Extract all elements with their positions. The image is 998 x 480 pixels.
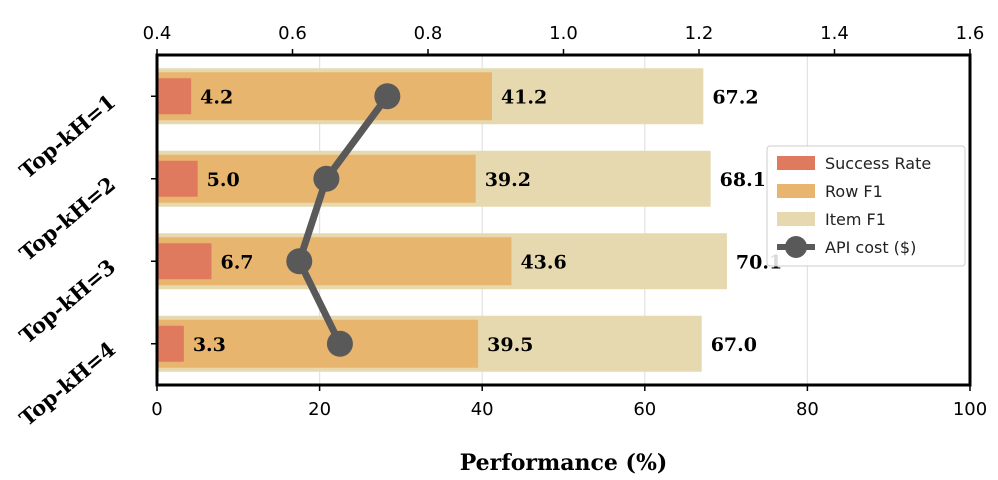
x-tick-label: 60 [633, 399, 656, 420]
value-label-row-f1: 41.2 [501, 86, 547, 108]
x-tick-label: 40 [471, 399, 494, 420]
value-label-item-f1: 67.2 [712, 86, 758, 108]
value-label-item-f1: 67.0 [711, 334, 757, 356]
bar-success-rate [157, 325, 184, 362]
x2-tick-label: 0.8 [414, 23, 443, 44]
legend-box [766, 145, 966, 267]
bar-success-rate [157, 78, 192, 115]
legend-swatch [777, 156, 815, 170]
y-tick-label: Top-kH=2 [14, 171, 120, 266]
legend-swatch [777, 212, 815, 226]
x-tick-label: 0 [151, 399, 162, 420]
legend-marker-swatch [785, 236, 807, 258]
x2-tick-label: 0.6 [278, 23, 307, 44]
value-label-row-f1: 43.6 [520, 251, 566, 273]
y-tick-label: Top-kH=4 [14, 336, 120, 431]
bar-success-rate [157, 160, 198, 197]
x-axis-title: Performance (%) [460, 450, 668, 476]
value-labels: 4.25.06.73.341.239.243.639.567.268.170.1… [193, 86, 782, 356]
y-tick-label: Top-kH=3 [14, 254, 120, 349]
legend-label: API cost ($) [825, 238, 916, 257]
api-cost-polyline [295, 94, 391, 346]
x2-tick-label: 1.2 [685, 23, 714, 44]
bar-row-f1 [157, 237, 512, 286]
x2-tick-label: 1.0 [549, 23, 578, 44]
bar-row-f1 [157, 319, 479, 368]
value-label-row-f1: 39.2 [485, 169, 531, 191]
x-tick-label: 20 [308, 399, 331, 420]
value-label-success-rate: 5.0 [207, 169, 240, 191]
value-label-success-rate: 4.2 [200, 86, 233, 108]
value-label-success-rate: 6.7 [220, 251, 253, 273]
x2-tick-label: 1.6 [956, 23, 985, 44]
api-cost-marker [326, 330, 353, 357]
value-label-success-rate: 3.3 [193, 334, 226, 356]
api-cost-marker [374, 83, 401, 110]
legend-swatch [777, 184, 815, 198]
bar-success-rate [157, 243, 212, 280]
x2-tick-label: 1.4 [820, 23, 849, 44]
api-cost-marker [313, 165, 340, 192]
api-cost-line [286, 83, 401, 357]
y-tick-label: Top-kH=1 [14, 89, 120, 184]
legend-label: Row F1 [825, 182, 883, 201]
api-cost-marker [286, 248, 313, 275]
bars [157, 68, 727, 372]
x2-tick-label: 0.4 [143, 23, 172, 44]
x-tick-label: 80 [796, 399, 819, 420]
x-tick-label: 100 [953, 399, 987, 420]
value-label-row-f1: 39.5 [487, 334, 533, 356]
legend-label: Success Rate [825, 154, 931, 173]
legend: Success Rate Row F1 Item F1 API cost ($) [766, 145, 966, 267]
value-label-item-f1: 68.1 [720, 169, 766, 191]
bar-row-f1 [157, 72, 492, 121]
legend-label: Item F1 [825, 210, 886, 229]
